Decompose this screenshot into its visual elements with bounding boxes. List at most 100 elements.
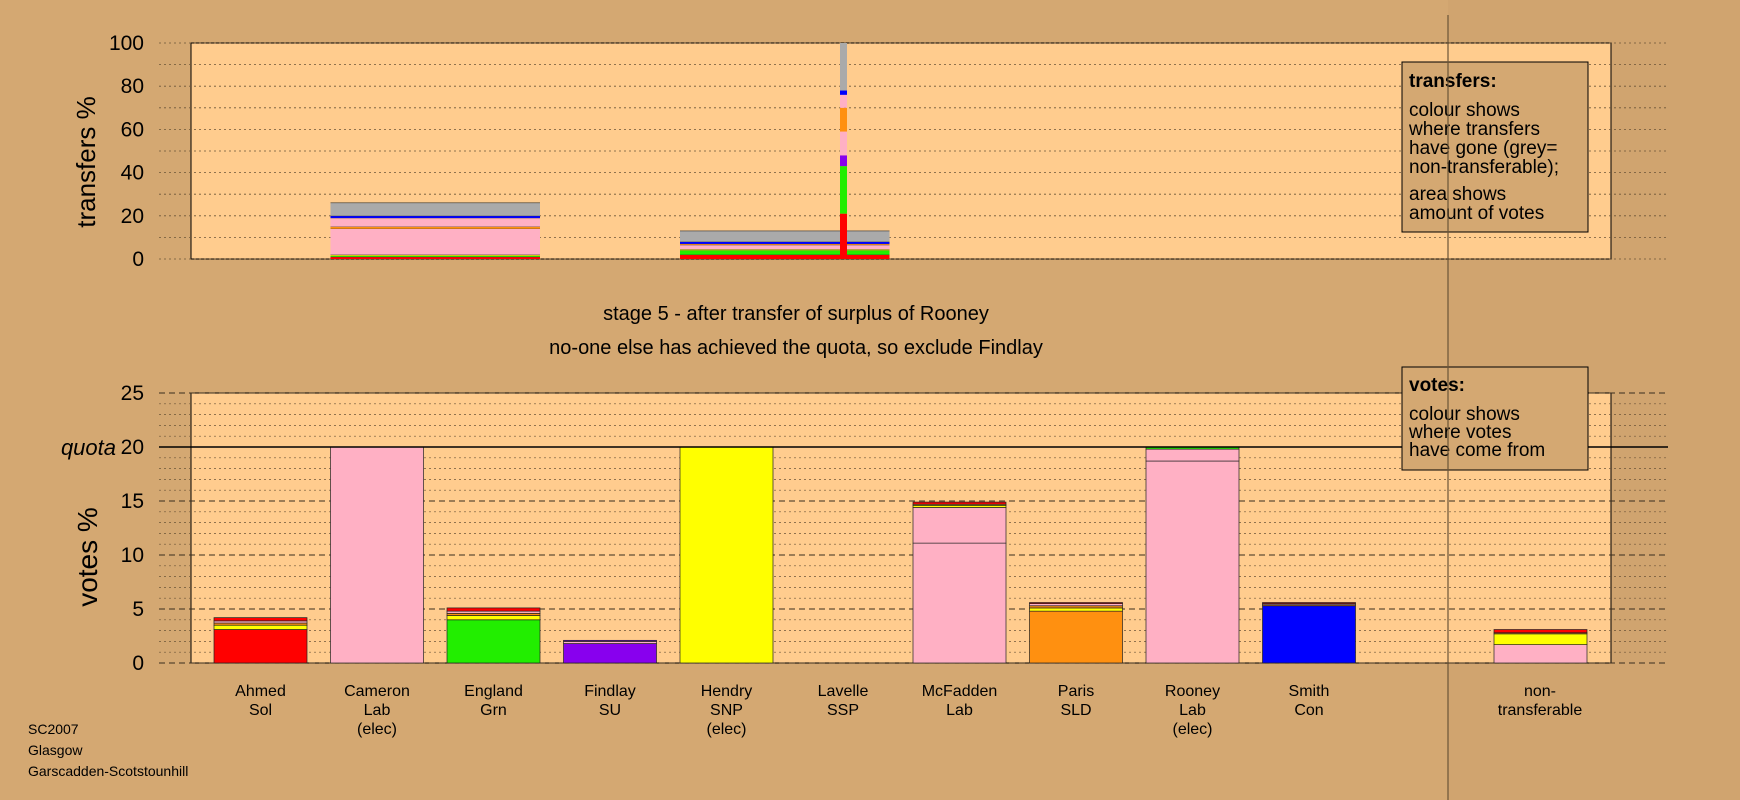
vote-bar-segment-mcfadden xyxy=(912,542,1007,664)
x-label-candidate-name: Findlay xyxy=(584,683,636,700)
transfers-legend-line: amount of votes xyxy=(1409,203,1544,224)
x-label-candidate-name: Cameron xyxy=(344,683,410,700)
transfers-bars xyxy=(330,43,890,259)
x-label-elected-tag: (elec) xyxy=(1172,721,1212,738)
transfers-bar-segment-cameron xyxy=(330,226,540,229)
transfers-bar-segment-rooney xyxy=(840,94,847,108)
transfers-bar-segment-cameron xyxy=(330,256,540,259)
transfers-bar-segment-cameron xyxy=(330,202,540,216)
transfers-bar-segment-hendry xyxy=(680,244,890,250)
transfers-bar-segment-hendry xyxy=(680,243,890,245)
vote-bar-segment-smith xyxy=(1262,605,1356,664)
x-label-candidate-party: Lab xyxy=(946,702,973,719)
votes-plot-area xyxy=(190,392,1612,664)
transfers-y-tick-label: 40 xyxy=(121,162,144,185)
vote-bar-segment-smith xyxy=(1262,602,1356,604)
votes-y-tick-label: 0 xyxy=(132,652,144,675)
votes-y-tick-label: 5 xyxy=(132,598,144,621)
vote-bar-segment-cameron xyxy=(330,446,424,664)
vote-bar-segment-non-transferable xyxy=(1493,644,1588,664)
vote-bar-segment-england xyxy=(446,615,541,621)
votes-legend-line: where votes xyxy=(1408,422,1511,443)
transfers-bar-segment-hendry xyxy=(680,249,890,251)
transfers-bar-segment-hendry xyxy=(680,230,890,242)
x-label-candidate-party: Con xyxy=(1294,702,1323,719)
vote-bar-segment-paris xyxy=(1029,607,1123,612)
transfers-y-ticks: 0 20 40 60 80 100 xyxy=(109,32,144,271)
transfers-legend-title: transfers: xyxy=(1409,71,1497,92)
transfers-legend-box xyxy=(1401,61,1589,233)
vote-bar-segment-non-transferable xyxy=(1493,629,1588,634)
x-label-candidate-party: Sol xyxy=(249,702,272,719)
x-label-elected-tag: (elec) xyxy=(706,721,746,738)
x-label-candidate-party: Grn xyxy=(480,702,507,719)
votes-y-tick-label: 25 xyxy=(121,382,144,405)
transfers-bar-segment-rooney xyxy=(840,213,847,259)
transfers-panel: 0 20 40 60 80 100 transfers % transfers: colo… xyxy=(71,32,1668,271)
votes-y-axis-label: votes % xyxy=(72,507,103,607)
transfers-y-tick-label: 0 xyxy=(132,248,144,271)
transfers-bar-segment-rooney xyxy=(840,155,847,167)
footer-line: Garscadden-Scotstounhill xyxy=(28,763,188,779)
transfers-y-axis-label: transfers % xyxy=(71,96,101,228)
vote-bar-segment-ahmed xyxy=(213,617,308,622)
x-label-nontransferable: non- xyxy=(1524,683,1556,700)
votes-panel: 0 5 10 15 20 25 quota votes % Ahmed Sol Cameron… xyxy=(61,366,1668,738)
votes-legend-line: have come from xyxy=(1409,440,1545,461)
votes-y-ticks: 0 5 10 15 20 25 xyxy=(121,382,144,675)
votes-y-tick-label: 20 xyxy=(121,436,144,459)
x-label-candidate-name: Paris xyxy=(1058,683,1094,700)
vote-bar-segment-paris xyxy=(1029,602,1123,604)
vote-bar-segment-mcfadden xyxy=(912,507,1007,544)
transfers-legend-line: where transfers xyxy=(1408,119,1540,140)
vote-bar-segment-non-transferable xyxy=(1493,633,1588,645)
x-label-candidate-party: Lab xyxy=(364,702,391,719)
votes-x-labels: Ahmed Sol Cameron Lab (elec) England Grn Findla… xyxy=(235,683,1582,738)
transfers-bar-segment-rooney xyxy=(840,107,847,132)
votes-legend-box xyxy=(1401,366,1589,471)
stage-subtitle: no-one else has achieved the quota, so e… xyxy=(549,337,1043,359)
x-label-candidate-name: McFadden xyxy=(922,683,998,700)
x-label-elected-tag: (elec) xyxy=(357,721,397,738)
quota-label: quota xyxy=(61,435,116,460)
x-label-candidate-name: Ahmed xyxy=(235,683,286,700)
x-label-candidate-party: SU xyxy=(599,702,621,719)
transfers-bar-segment-hendry xyxy=(680,250,890,255)
votes-y-tick-label: 10 xyxy=(121,544,144,567)
transfers-bar-segment-cameron xyxy=(330,255,540,257)
transfers-bar-segment-cameron xyxy=(330,228,540,255)
transfers-bar-segment-hendry xyxy=(680,254,890,259)
votes-legend-title: votes: xyxy=(1409,375,1465,396)
x-label-candidate-party: SLD xyxy=(1060,702,1091,719)
votes-legend-line: colour shows xyxy=(1409,404,1520,425)
transfers-legend-line: area shows xyxy=(1409,184,1506,205)
transfers-y-tick-label: 80 xyxy=(121,75,144,98)
transfers-y-tick-label: 100 xyxy=(109,32,144,55)
transfers-y-tick-label: 60 xyxy=(121,118,144,141)
transfers-bar-segment-rooney xyxy=(840,43,847,91)
votes-bars xyxy=(213,446,1588,664)
vote-bar-segment-england xyxy=(446,619,541,664)
vote-bar-segment-paris xyxy=(1029,610,1123,664)
transfers-legend-line: have gone (grey= xyxy=(1409,138,1557,159)
vote-bar-segment-ahmed xyxy=(213,624,308,630)
vote-bar-segment-england xyxy=(446,607,541,612)
x-label-candidate-name: England xyxy=(464,683,523,700)
footer-location: SC2007 Glasgow Garscadden-Scotstounhill xyxy=(28,721,188,779)
x-label-candidate-name: Lavelle xyxy=(818,683,869,700)
transfers-bar-segment-cameron xyxy=(330,217,540,227)
x-label-candidate-name: Rooney xyxy=(1165,683,1220,700)
footer-line: Glasgow xyxy=(28,742,83,758)
vote-bar-segment-hendry xyxy=(679,446,774,664)
vote-bar-segment-findlay xyxy=(563,639,657,642)
votes-y-tick-label: 15 xyxy=(121,490,144,513)
x-label-candidate-name: Smith xyxy=(1289,683,1330,700)
transfers-bar-segment-cameron xyxy=(330,254,540,256)
vote-bar-segment-rooney xyxy=(1145,448,1240,462)
x-label-candidate-party: Lab xyxy=(1179,702,1206,719)
vote-bar-segment-rooney xyxy=(1145,460,1240,664)
transfers-legend-line: colour shows xyxy=(1409,100,1520,121)
